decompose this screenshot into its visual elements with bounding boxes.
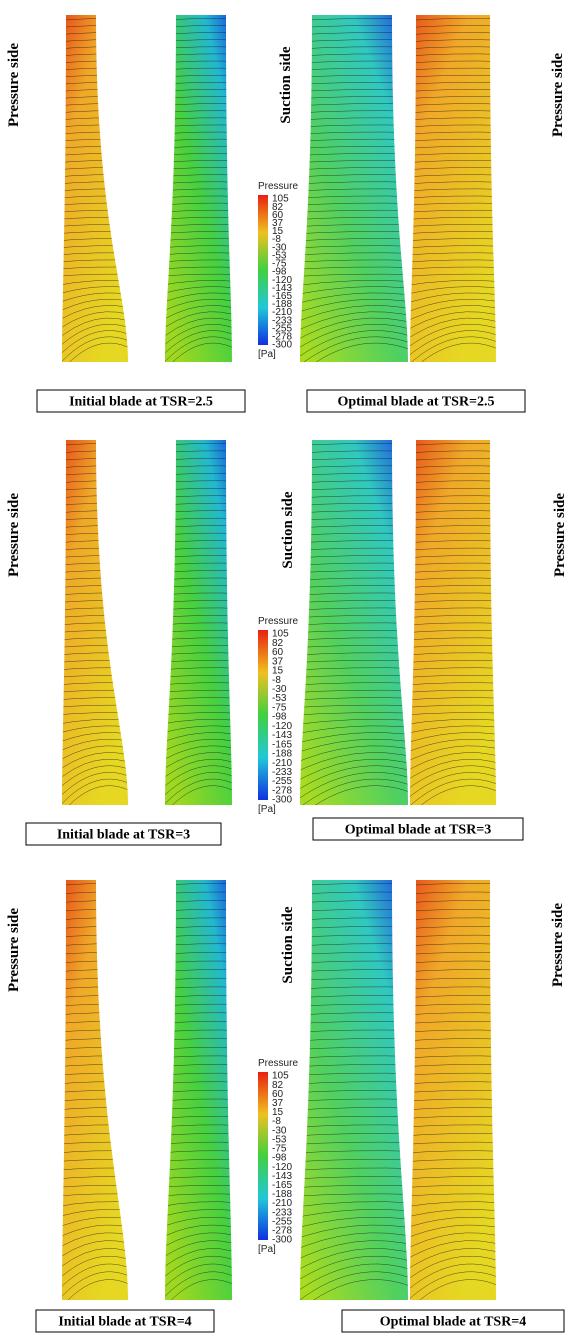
legend-bar — [258, 630, 268, 800]
blade — [165, 15, 232, 362]
caption: Optimal blade at TSR=4 — [380, 1315, 527, 1330]
legend-unit: [Pa] — [258, 804, 276, 815]
blade — [300, 15, 408, 362]
side-label: Pressure side — [6, 43, 22, 127]
legend-unit: [Pa] — [258, 349, 276, 360]
caption: Initial blade at TSR=3 — [57, 828, 190, 843]
blade — [62, 15, 128, 362]
side-label: Pressure side — [6, 908, 22, 992]
side-label: Suction side — [280, 491, 296, 568]
blade — [410, 15, 496, 362]
blade — [410, 440, 496, 805]
side-label: Pressure side — [6, 493, 22, 577]
blade — [165, 440, 232, 805]
blade — [300, 880, 408, 1300]
side-label: Pressure side — [550, 53, 566, 137]
legend-title: Pressure — [258, 181, 298, 192]
legend-title: Pressure — [258, 616, 298, 627]
caption: Optimal blade at TSR=3 — [345, 823, 492, 838]
legend-bar — [258, 1072, 268, 1240]
side-label: Pressure side — [552, 493, 566, 577]
side-label: Suction side — [278, 46, 294, 123]
blade — [300, 440, 408, 805]
legend-title: Pressure — [258, 1058, 298, 1069]
blade — [410, 880, 496, 1300]
side-label: Pressure side — [550, 903, 566, 987]
caption: Optimal blade at TSR=2.5 — [337, 395, 494, 410]
legend-unit: [Pa] — [258, 1244, 276, 1255]
caption: Initial blade at TSR=4 — [58, 1315, 191, 1330]
blade — [62, 880, 128, 1300]
blade — [165, 880, 232, 1300]
figure: Pressure side Suction side Pressure side Pr… — [0, 0, 566, 1342]
caption: Initial blade at TSR=2.5 — [69, 395, 213, 410]
legend-bar — [258, 195, 268, 345]
side-label: Suction side — [280, 906, 296, 983]
blade — [62, 440, 128, 805]
